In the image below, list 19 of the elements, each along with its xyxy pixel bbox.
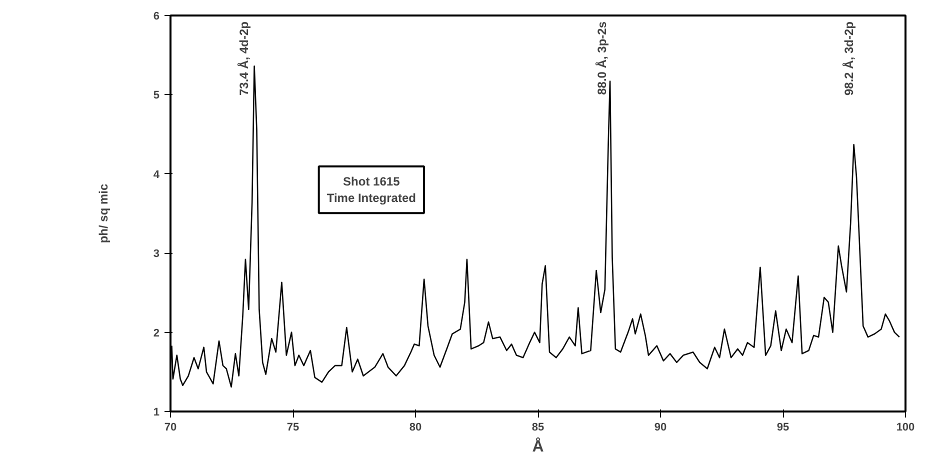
x-tick-label: 75: [286, 422, 300, 434]
x-tick-label: 100: [896, 422, 915, 434]
x-tick-label: 80: [409, 422, 422, 434]
annotation: 73.4 Å, 4d-2p: [237, 21, 251, 96]
y-tick-label: 5: [153, 90, 160, 102]
annotation: 88.0 Å, 3p-2s: [594, 21, 609, 95]
y-tick-label: 1: [153, 406, 160, 418]
y-tick-label: 3: [153, 248, 160, 260]
annotation: Shot 1615 Time Integrated: [326, 174, 416, 206]
y-axis-title: ph/ sq mic: [96, 184, 110, 244]
x-tick-label: 85: [532, 422, 544, 434]
annotation: 98.2 Å, 3d-2p: [842, 21, 856, 96]
x-tick-label: 70: [164, 422, 177, 434]
y-tick-label: 4: [153, 168, 160, 181]
x-axis-title: Å: [532, 436, 544, 456]
x-tick-label: 90: [654, 422, 667, 434]
y-tick-label: 6: [153, 10, 160, 22]
x-tick-label: 95: [776, 422, 790, 434]
y-tick-label: 2: [153, 327, 160, 340]
